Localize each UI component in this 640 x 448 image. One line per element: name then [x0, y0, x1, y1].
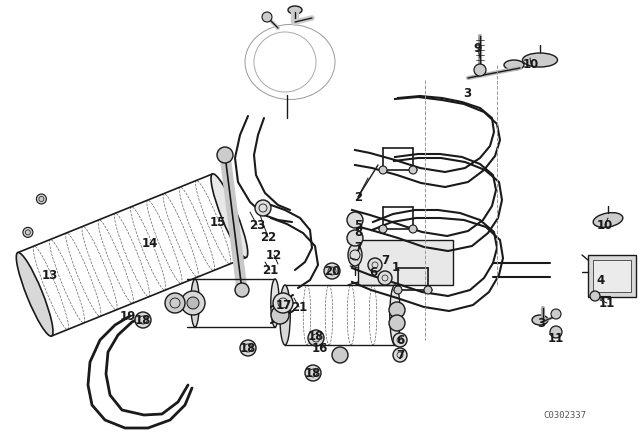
- Text: C0302337: C0302337: [543, 410, 586, 419]
- Text: 11: 11: [548, 332, 564, 345]
- Circle shape: [347, 212, 363, 228]
- Circle shape: [240, 340, 256, 356]
- Circle shape: [181, 291, 205, 315]
- Circle shape: [389, 302, 405, 318]
- Text: 1: 1: [392, 260, 400, 273]
- Text: 7: 7: [396, 349, 404, 362]
- Circle shape: [273, 293, 293, 313]
- Text: 10: 10: [523, 57, 539, 70]
- Text: 6: 6: [369, 266, 377, 279]
- Text: 12: 12: [266, 249, 282, 262]
- Ellipse shape: [390, 285, 400, 345]
- Ellipse shape: [16, 253, 53, 336]
- Text: 6: 6: [396, 333, 404, 346]
- Circle shape: [551, 309, 561, 319]
- Text: 10: 10: [597, 219, 613, 232]
- Circle shape: [36, 194, 46, 204]
- Circle shape: [378, 271, 392, 285]
- Circle shape: [217, 147, 233, 163]
- Circle shape: [271, 306, 289, 324]
- Text: 22: 22: [260, 231, 276, 244]
- Text: 7: 7: [381, 254, 389, 267]
- Text: 18: 18: [135, 314, 151, 327]
- Text: 21: 21: [291, 301, 307, 314]
- Ellipse shape: [280, 285, 291, 345]
- Text: 18: 18: [305, 366, 321, 379]
- Circle shape: [165, 293, 185, 313]
- FancyBboxPatch shape: [593, 260, 631, 292]
- Text: 5: 5: [354, 219, 362, 232]
- Ellipse shape: [288, 6, 302, 14]
- Circle shape: [332, 347, 348, 363]
- Text: 18: 18: [240, 341, 256, 354]
- Circle shape: [262, 12, 272, 22]
- Circle shape: [255, 200, 271, 216]
- Text: 15: 15: [210, 215, 226, 228]
- Text: 20: 20: [324, 264, 340, 277]
- Circle shape: [393, 348, 407, 362]
- Ellipse shape: [271, 279, 279, 327]
- Ellipse shape: [593, 213, 623, 228]
- Ellipse shape: [504, 60, 524, 70]
- Text: 21: 21: [262, 263, 278, 276]
- Circle shape: [235, 283, 249, 297]
- Circle shape: [368, 258, 382, 272]
- Ellipse shape: [348, 244, 362, 266]
- Circle shape: [379, 166, 387, 174]
- FancyBboxPatch shape: [358, 240, 453, 285]
- Circle shape: [424, 286, 432, 294]
- Circle shape: [389, 315, 405, 331]
- Circle shape: [23, 227, 33, 237]
- Circle shape: [187, 297, 199, 309]
- Text: 3: 3: [537, 316, 545, 329]
- Text: 11: 11: [599, 297, 615, 310]
- Ellipse shape: [211, 174, 248, 258]
- Text: 9: 9: [474, 42, 482, 55]
- Text: 8: 8: [354, 225, 362, 238]
- Text: 18: 18: [308, 329, 324, 343]
- Circle shape: [474, 64, 486, 76]
- Circle shape: [308, 330, 324, 346]
- Ellipse shape: [191, 279, 199, 327]
- Circle shape: [394, 286, 402, 294]
- Text: 14: 14: [142, 237, 158, 250]
- Circle shape: [550, 326, 562, 338]
- Circle shape: [324, 263, 340, 279]
- Ellipse shape: [522, 53, 557, 67]
- Circle shape: [379, 225, 387, 233]
- Text: 4: 4: [597, 273, 605, 287]
- Circle shape: [409, 166, 417, 174]
- Text: 2: 2: [354, 190, 362, 203]
- Circle shape: [393, 333, 407, 347]
- Circle shape: [409, 225, 417, 233]
- Circle shape: [347, 230, 363, 246]
- Text: 13: 13: [42, 268, 58, 281]
- Text: 16: 16: [312, 341, 328, 354]
- Circle shape: [590, 291, 600, 301]
- Ellipse shape: [532, 315, 548, 325]
- FancyBboxPatch shape: [588, 255, 636, 297]
- Text: 19: 19: [120, 310, 136, 323]
- Text: 3: 3: [463, 86, 471, 99]
- Text: 23: 23: [249, 219, 265, 232]
- Text: 17: 17: [276, 298, 292, 311]
- Text: 7: 7: [354, 241, 362, 254]
- Circle shape: [135, 312, 151, 328]
- Circle shape: [305, 365, 321, 381]
